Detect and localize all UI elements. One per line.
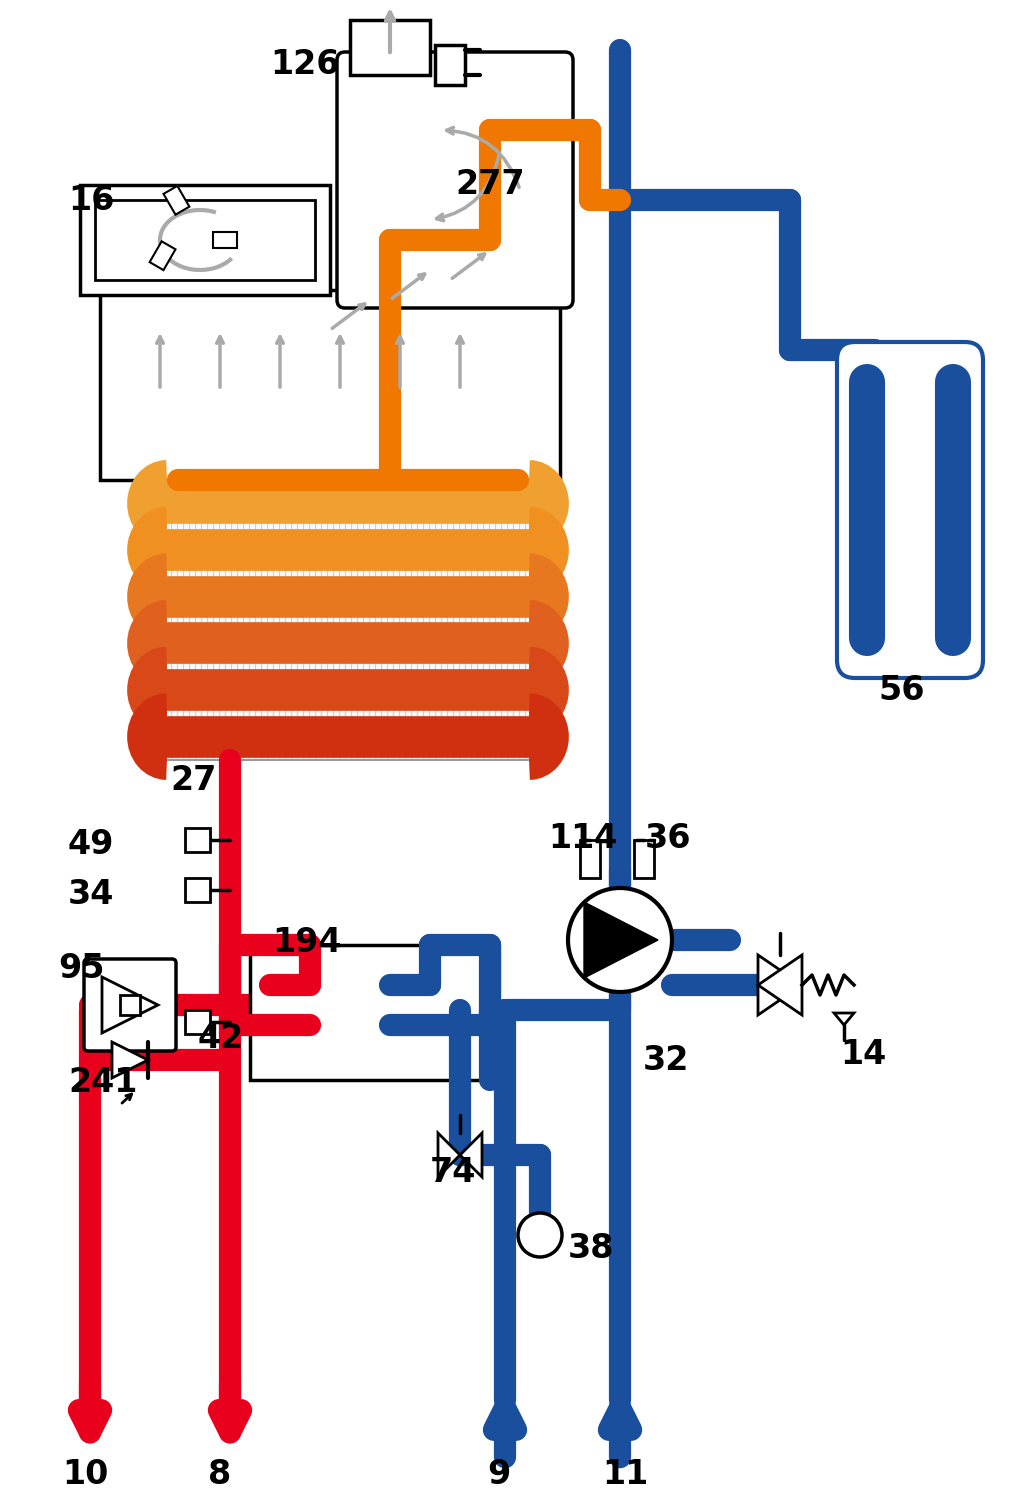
Circle shape: [568, 888, 672, 992]
Circle shape: [518, 1213, 562, 1257]
Text: 10: 10: [62, 1459, 109, 1492]
Text: 95: 95: [58, 951, 104, 984]
Bar: [580, 839, 600, 879]
Polygon shape: [758, 955, 802, 1016]
Bar: [350, 20, 430, 75]
Bar: [95, 200, 315, 280]
Polygon shape: [112, 1041, 148, 1078]
Bar: [100, 289, 560, 481]
Text: 11: 11: [602, 1459, 648, 1492]
Polygon shape: [460, 1133, 482, 1177]
Bar: [148, 481, 548, 760]
Polygon shape: [834, 1013, 854, 1025]
Text: 16: 16: [68, 184, 115, 217]
Text: 56: 56: [878, 674, 925, 707]
Bar: [185, 827, 210, 851]
Text: 277: 277: [455, 169, 524, 202]
Bar: [185, 879, 210, 903]
Text: 34: 34: [68, 879, 115, 912]
Text: 74: 74: [430, 1156, 476, 1189]
Text: 194: 194: [272, 925, 341, 958]
Text: 38: 38: [568, 1231, 614, 1264]
Bar: [185, 1010, 210, 1034]
Text: 9: 9: [487, 1459, 510, 1492]
Bar: [120, 995, 140, 1016]
Text: 114: 114: [548, 821, 617, 854]
Text: 241: 241: [68, 1065, 137, 1099]
Text: 36: 36: [645, 821, 691, 854]
FancyBboxPatch shape: [84, 958, 176, 1050]
FancyBboxPatch shape: [837, 342, 983, 678]
Bar: [213, 232, 237, 249]
Bar: [435, 45, 465, 84]
Bar: [634, 839, 654, 879]
Text: 42: 42: [198, 1022, 245, 1055]
Bar: [250, 945, 490, 1081]
Text: 32: 32: [643, 1043, 689, 1076]
Text: 14: 14: [840, 1038, 886, 1071]
Text: 126: 126: [270, 48, 340, 81]
Text: 27: 27: [170, 764, 216, 797]
Bar: [80, 185, 330, 295]
Text: 8: 8: [208, 1459, 231, 1492]
Bar: [164, 185, 189, 214]
Polygon shape: [438, 1133, 460, 1177]
Polygon shape: [758, 955, 802, 1016]
Bar: [150, 241, 175, 270]
Polygon shape: [584, 903, 658, 978]
FancyBboxPatch shape: [337, 53, 573, 307]
Text: 49: 49: [68, 829, 115, 862]
